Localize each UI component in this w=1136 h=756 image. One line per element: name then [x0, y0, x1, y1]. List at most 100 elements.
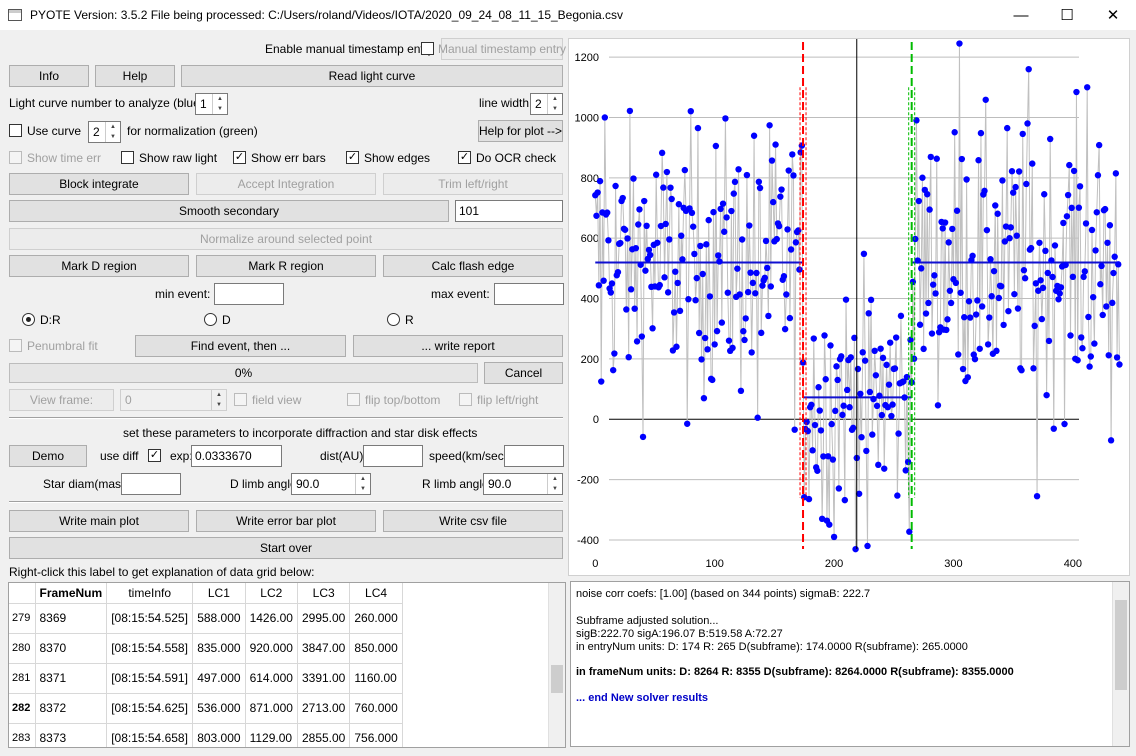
table-cell[interactable]: 614.000: [245, 663, 298, 694]
mark-d-region-button[interactable]: Mark D region: [9, 255, 189, 277]
show-edges-checkbox[interactable]: ✓: [346, 151, 359, 164]
row-number[interactable]: 281: [9, 663, 36, 694]
show-time-err-checkbox[interactable]: [9, 151, 22, 164]
min-event-input[interactable]: [214, 283, 284, 305]
help-for-plot-button[interactable]: Help for plot -->: [478, 120, 563, 142]
grid-hint-label[interactable]: Right-click this label to get explanatio…: [9, 565, 315, 579]
find-event-button[interactable]: Find event, then ...: [135, 335, 346, 357]
show-raw-light-checkbox[interactable]: [121, 151, 134, 164]
use-curve-spinbox[interactable]: 2 ▲ ▼: [88, 121, 121, 143]
table-cell[interactable]: 2995.00: [297, 603, 351, 634]
read-light-curve-button[interactable]: Read light curve: [181, 65, 563, 87]
table-cell[interactable]: 1426.00: [245, 603, 298, 634]
table-cell[interactable]: 835.000: [192, 633, 246, 664]
write-error-bar-plot-button[interactable]: Write error bar plot: [196, 510, 376, 532]
mark-r-region-button[interactable]: Mark R region: [196, 255, 376, 277]
demo-button[interactable]: Demo: [9, 445, 87, 467]
spin-arrows-icon[interactable]: ▲ ▼: [212, 94, 227, 114]
smooth-window-input[interactable]: 101: [455, 200, 563, 222]
table-cell[interactable]: 760.000: [349, 693, 403, 724]
table-cell[interactable]: [08:15:54.525]: [106, 603, 194, 634]
table-row[interactable]: 280 8370 [08:15:54.558] 835.000 920.000 …: [9, 633, 403, 664]
accept-integration-button[interactable]: Accept Integration: [196, 173, 376, 195]
r-radio[interactable]: [387, 313, 400, 326]
table-cell[interactable]: 803.000: [192, 723, 246, 747]
use-curve-checkbox[interactable]: [9, 124, 22, 137]
smooth-secondary-button[interactable]: Smooth secondary: [9, 200, 449, 222]
spin-arrows-icon[interactable]: ▲ ▼: [105, 122, 120, 142]
output-scroll-thumb[interactable]: [1115, 600, 1127, 690]
spin-arrows-icon[interactable]: ▲ ▼: [547, 94, 562, 114]
max-event-input[interactable]: [494, 283, 564, 305]
table-cell[interactable]: 920.000: [245, 633, 298, 664]
table-cell[interactable]: 588.000: [192, 603, 246, 634]
trim-left-right-button[interactable]: Trim left/right: [383, 173, 563, 195]
light-curve-plot[interactable]: -400 -200 0 200 400 600 800 1000 1200 0 100 200 300 4…: [568, 38, 1130, 576]
col-header-framenum[interactable]: FrameNum: [35, 583, 108, 604]
row-number[interactable]: 280: [9, 633, 36, 664]
star-diam-input[interactable]: [121, 473, 181, 495]
table-cell[interactable]: 3391.00: [297, 663, 351, 694]
write-main-plot-button[interactable]: Write main plot: [9, 510, 189, 532]
table-cell[interactable]: 8370: [35, 633, 108, 664]
data-grid[interactable]: FrameNum timeInfo LC1 LC2 LC3 LC4 279 83…: [8, 582, 566, 748]
table-cell[interactable]: 2855.00: [297, 723, 351, 747]
col-header-lc3[interactable]: LC3: [297, 583, 351, 604]
start-over-button[interactable]: Start over: [9, 537, 563, 559]
output-text-pane[interactable]: noise corr coefs: [1.00] (based on 344 p…: [570, 581, 1130, 747]
table-cell[interactable]: 756.000: [349, 723, 403, 747]
row-number[interactable]: 283: [9, 723, 36, 747]
col-header-lc4[interactable]: LC4: [349, 583, 403, 604]
col-header-lc1[interactable]: LC1: [192, 583, 246, 604]
cancel-button[interactable]: Cancel: [484, 362, 563, 384]
grid-scrollbar[interactable]: [548, 583, 565, 747]
grid-scroll-thumb[interactable]: [551, 665, 563, 693]
flip-left-right-checkbox[interactable]: [459, 393, 472, 406]
table-cell[interactable]: 2713.00: [297, 693, 351, 724]
enable-manual-timestamp-checkbox[interactable]: [421, 42, 434, 55]
table-row[interactable]: 279 8369 [08:15:54.525] 588.000 1426.00 …: [9, 603, 403, 634]
penumbral-fit-checkbox[interactable]: [9, 339, 22, 352]
flip-top-bottom-checkbox[interactable]: [347, 393, 360, 406]
table-row[interactable]: 281 8371 [08:15:54.591] 497.000 614.000 …: [9, 663, 403, 694]
help-button[interactable]: Help: [95, 65, 175, 87]
table-cell[interactable]: 1129.00: [245, 723, 298, 747]
table-cell[interactable]: [08:15:54.591]: [106, 663, 194, 694]
table-cell[interactable]: 8371: [35, 663, 108, 694]
speed-input[interactable]: [504, 445, 564, 467]
plot-svg[interactable]: -400 -200 0 200 400 600 800 1000 1200 0 100 200 300 4…: [569, 39, 1129, 575]
r-limb-spinbox[interactable]: 90.0 ▲ ▼: [483, 473, 563, 495]
write-csv-file-button[interactable]: Write csv file: [383, 510, 563, 532]
exp-input[interactable]: 0.0333670: [191, 445, 282, 467]
table-row-selected[interactable]: 282 8372 [08:15:54.625] 536.000 871.000 …: [9, 693, 403, 724]
dist-input[interactable]: [363, 445, 423, 467]
block-integrate-button[interactable]: Block integrate: [9, 173, 189, 195]
table-cell[interactable]: [08:15:54.625]: [106, 693, 194, 724]
table-cell[interactable]: [08:15:54.658]: [106, 723, 194, 747]
col-header-timeinfo[interactable]: timeInfo: [106, 583, 194, 604]
dr-radio[interactable]: [22, 313, 35, 326]
lc-number-spinbox[interactable]: 1 ▲ ▼: [195, 93, 228, 115]
field-view-checkbox[interactable]: [234, 393, 247, 406]
table-cell[interactable]: 1160.00: [349, 663, 403, 694]
use-diff-checkbox[interactable]: ✓: [148, 449, 161, 462]
manual-timestamp-button[interactable]: Manual timestamp entry: [438, 38, 566, 60]
write-report-button[interactable]: ... write report: [353, 335, 563, 357]
table-cell[interactable]: 497.000: [192, 663, 246, 694]
spin-arrows-icon[interactable]: ▲ ▼: [355, 474, 370, 494]
d-radio[interactable]: [204, 313, 217, 326]
table-cell[interactable]: 536.000: [192, 693, 246, 724]
close-button[interactable]: ✕: [1106, 7, 1120, 24]
table-cell[interactable]: 8369: [35, 603, 108, 634]
table-cell[interactable]: 871.000: [245, 693, 298, 724]
do-ocr-check-checkbox[interactable]: ✓: [458, 151, 471, 164]
maximize-button[interactable]: ☐: [1060, 7, 1074, 24]
row-number[interactable]: 279: [9, 603, 36, 634]
view-frame-spinbox[interactable]: 0 ▲ ▼: [120, 389, 227, 411]
table-cell[interactable]: 8372: [35, 693, 108, 724]
table-cell[interactable]: [08:15:54.558]: [106, 633, 194, 664]
table-cell[interactable]: 260.000: [349, 603, 403, 634]
normalize-button[interactable]: Normalize around selected point: [9, 228, 563, 250]
table-cell[interactable]: 3847.00: [297, 633, 351, 664]
output-scrollbar[interactable]: [1112, 582, 1129, 746]
